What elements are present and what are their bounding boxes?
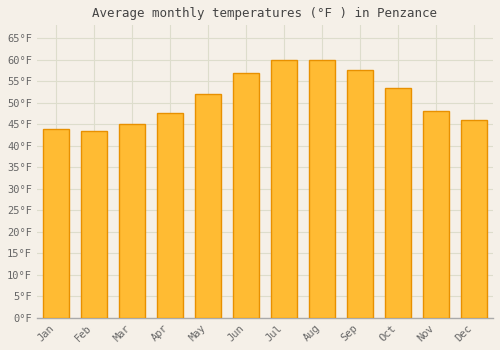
Bar: [422, 111, 450, 318]
Bar: [308, 60, 336, 318]
Bar: [232, 72, 259, 318]
Bar: [270, 60, 297, 318]
Bar: [42, 128, 69, 318]
Bar: [460, 120, 487, 318]
Bar: [80, 131, 107, 318]
Bar: [156, 113, 183, 318]
Bar: [194, 94, 221, 318]
Title: Average monthly temperatures (°F ) in Penzance: Average monthly temperatures (°F ) in Pe…: [92, 7, 438, 20]
Bar: [384, 88, 411, 318]
Bar: [118, 124, 145, 318]
Bar: [346, 70, 374, 318]
